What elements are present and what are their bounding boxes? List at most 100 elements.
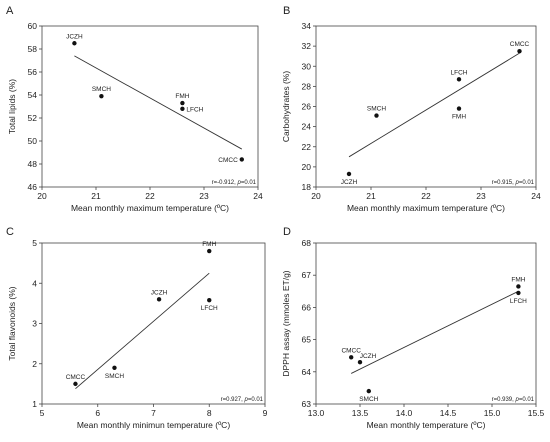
data-point: [73, 381, 78, 387]
y-tick-label: 54: [28, 90, 38, 100]
stat-p-symbol: p: [243, 397, 248, 403]
point-label: JCZH: [360, 353, 377, 360]
y-axis-label: Total lipids (%): [7, 79, 17, 134]
data-point: [346, 171, 352, 177]
x-tick-label: 22: [145, 191, 155, 201]
y-tick-label: 22: [302, 142, 312, 152]
x-tick-label: 7: [151, 408, 156, 418]
point-label: FMH: [202, 241, 216, 248]
panel-letter: C: [6, 226, 14, 238]
y-tick-label: 50: [28, 136, 38, 146]
x-tick-label: 23: [199, 191, 209, 201]
y-tick-label: 20: [302, 162, 312, 172]
panel-c: C 5 6 7 8 9 1 2 3 4 5 Mean monthly minimun temperat…: [6, 226, 268, 430]
y-tick-label: 48: [28, 159, 38, 169]
point-label: FMH: [452, 114, 466, 121]
y-axis-label: Carbohydrates (%): [281, 71, 291, 143]
x-tick-label: 14.5: [440, 408, 457, 418]
point-label: JCZH: [151, 289, 168, 296]
y-tick-label: 3: [32, 319, 37, 329]
x-tick-label: 13.5: [352, 408, 369, 418]
y-tick-label: 63: [302, 399, 312, 409]
y-tick-label: 58: [28, 44, 38, 54]
point-label: SMCH: [105, 373, 124, 380]
x-tick-label: 23: [476, 191, 486, 201]
panel-letter: D: [283, 226, 291, 238]
y-tick-label: 65: [302, 335, 312, 345]
y-tick-label: 66: [302, 302, 312, 312]
trend-line: [348, 52, 520, 158]
stat-r: r=0.939,: [492, 397, 516, 403]
y-tick-label: 68: [302, 238, 312, 248]
data-point: [156, 297, 162, 302]
stat-p-symbol: p: [514, 397, 519, 403]
data-point: [366, 388, 371, 394]
point-label: LFCH: [186, 106, 203, 113]
y-tick-label: 2: [32, 359, 37, 369]
point-label: LFCH: [201, 305, 218, 312]
x-axis-label: Mean monthly maximum temperature (ºC): [71, 203, 229, 213]
trend-line: [74, 55, 243, 150]
point-label: SMCH: [92, 86, 111, 93]
plot-frame: [315, 242, 537, 405]
x-tick-label: 8: [207, 408, 212, 418]
x-tick-label: 24: [253, 191, 263, 201]
x-tick-label: 15.5: [528, 408, 545, 418]
x-tick-label: 5: [40, 408, 45, 418]
y-tick-label: 34: [302, 21, 312, 31]
x-tick-label: 20: [311, 191, 321, 201]
y-tick-label: 1: [32, 399, 37, 409]
y-tick-label: 26: [302, 102, 312, 112]
y-tick-label: 4: [32, 278, 37, 288]
data-point: [516, 284, 521, 289]
y-tick-label: 67: [302, 270, 312, 280]
correlation-stat: r=-0.912, p=0.01: [212, 180, 257, 186]
y-tick-label: 24: [302, 122, 312, 132]
data-point: [72, 41, 77, 46]
point-label: JCZH: [66, 33, 83, 40]
stat-p-symbol: p: [514, 180, 519, 186]
point-label: FMH: [175, 93, 189, 100]
y-tick-label: 30: [302, 61, 312, 71]
x-tick-label: 15.0: [484, 408, 501, 418]
data-point: [357, 359, 363, 365]
y-tick-label: 60: [28, 21, 38, 31]
point-label: CMCC: [218, 157, 238, 164]
x-tick-label: 21: [91, 191, 101, 201]
point-label: CMCC: [341, 347, 361, 354]
y-axis-label: DPPH assay (mmoles ET/g): [281, 270, 291, 376]
data-point: [374, 113, 379, 118]
point-label: CMCC: [510, 41, 530, 48]
x-axis-label: Mean monthly minimun temperature (ºC): [77, 420, 230, 430]
stat-p-value: =0.01: [241, 180, 257, 186]
y-tick-label: 18: [302, 182, 312, 192]
point-label: JCZH: [341, 179, 358, 186]
point-label: LFCH: [451, 69, 468, 76]
y-tick-label: 32: [302, 41, 312, 51]
correlation-stat: r=0.939, p=0.01: [492, 397, 535, 403]
x-axis-label: Mean monthly temperature (ºC): [367, 420, 486, 430]
data-point: [239, 157, 244, 162]
stat-r: r=0.915,: [492, 180, 516, 186]
x-tick-label: 6: [95, 408, 100, 418]
point-label: LFCH: [510, 298, 527, 305]
data-point: [112, 365, 117, 370]
correlation-stat: r=0.915, p=0.01: [492, 180, 535, 186]
data-point: [456, 106, 462, 111]
stat-p-value: =0.01: [519, 180, 535, 186]
stat-p-value: =0.01: [519, 397, 535, 403]
y-tick-label: 52: [28, 113, 38, 123]
y-axis-label: Total flavonoids (%): [7, 286, 17, 360]
point-label: SMCH: [359, 396, 378, 403]
stat-r: r=-0.912,: [212, 180, 238, 186]
data-point: [99, 93, 104, 99]
x-axis-label: Mean monthly maximum temperature (ºC): [347, 203, 505, 213]
x-tick-label: 9: [263, 408, 268, 418]
y-tick-label: 28: [302, 81, 312, 91]
x-tick-label: 14.0: [396, 408, 413, 418]
data-point: [207, 297, 212, 303]
trend-line: [75, 272, 210, 390]
data-point: [516, 290, 521, 296]
